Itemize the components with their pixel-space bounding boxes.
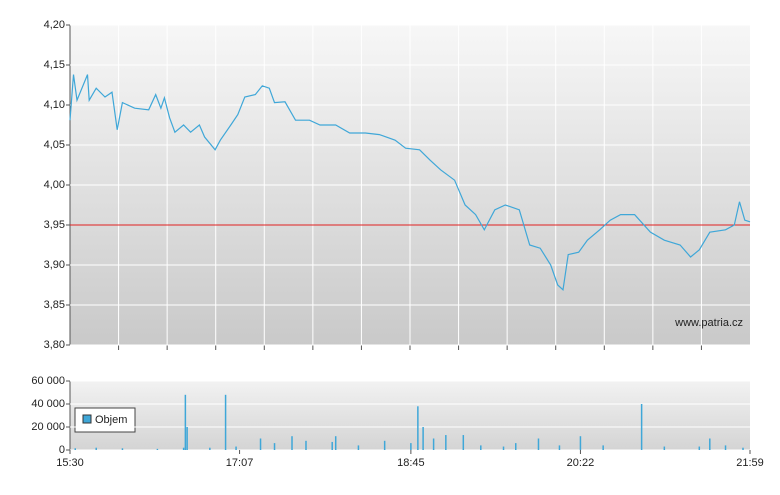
volume-bar [186,427,188,450]
volume-bar [184,394,187,450]
y-tick-label: 3,85 [44,299,65,311]
x-tick-label: 18:45 [397,457,425,469]
y-tick-label: 3,90 [44,259,65,271]
y-tick-label: 3,80 [44,339,65,351]
volume-bar [417,406,419,450]
volume-bar [558,445,561,450]
volume-bar [156,448,159,450]
volume-bar [182,447,185,450]
x-tick-label: 15:30 [56,457,84,469]
volume-bar [74,448,76,450]
volume-bar [410,443,412,450]
volume-plot [70,381,750,450]
volume-bar [724,445,727,450]
volume-bar [742,447,744,450]
volume-bar [209,447,211,450]
volume-bar [224,394,227,450]
volume-bar [305,440,307,450]
volume-bar [502,446,505,450]
volume-bar [445,435,447,450]
y-tick-label: 4,05 [44,139,65,151]
volume-bar [331,441,333,450]
y-tick-label: 4,15 [44,59,65,71]
x-tick-label: 20:22 [567,457,595,469]
y-tick-label: 4,10 [44,99,65,111]
y-tick-label: 40 000 [31,398,65,410]
volume-bar [698,446,701,450]
y-tick-label: 4,00 [44,179,65,191]
volume-bar [334,436,337,450]
volume-bar [273,443,276,450]
y-tick-label: 60 000 [31,375,65,387]
x-tick-label: 17:07 [226,457,254,469]
volume-bar [579,436,582,450]
y-tick-label: 3,95 [44,219,65,231]
watermark: www.patria.cz [674,317,743,329]
price-line [69,74,751,291]
volume-bar [291,436,293,450]
volume-bar [235,446,237,450]
legend-swatch [82,414,92,424]
x-tick-label: 21:59 [736,457,764,469]
legend-label: Objem [95,414,127,426]
y-tick-label: 20 000 [31,421,65,433]
volume-bar [640,404,643,450]
volume-bar [537,438,540,450]
volume-bar [259,438,262,450]
volume-bar [121,448,124,450]
y-tick-label: 4,20 [44,19,65,31]
volume-bar [515,443,517,450]
volume-bar [480,445,482,450]
volume-bar [95,447,97,450]
volume-bar [422,427,424,450]
y-tick-label: 0 [59,444,65,456]
volume-bar [709,438,711,450]
volume-bar [663,446,666,450]
volume-bar [432,438,435,450]
volume-bar [383,440,386,450]
volume-bar [602,445,604,450]
volume-bar [462,435,465,450]
volume-bar [357,445,360,450]
